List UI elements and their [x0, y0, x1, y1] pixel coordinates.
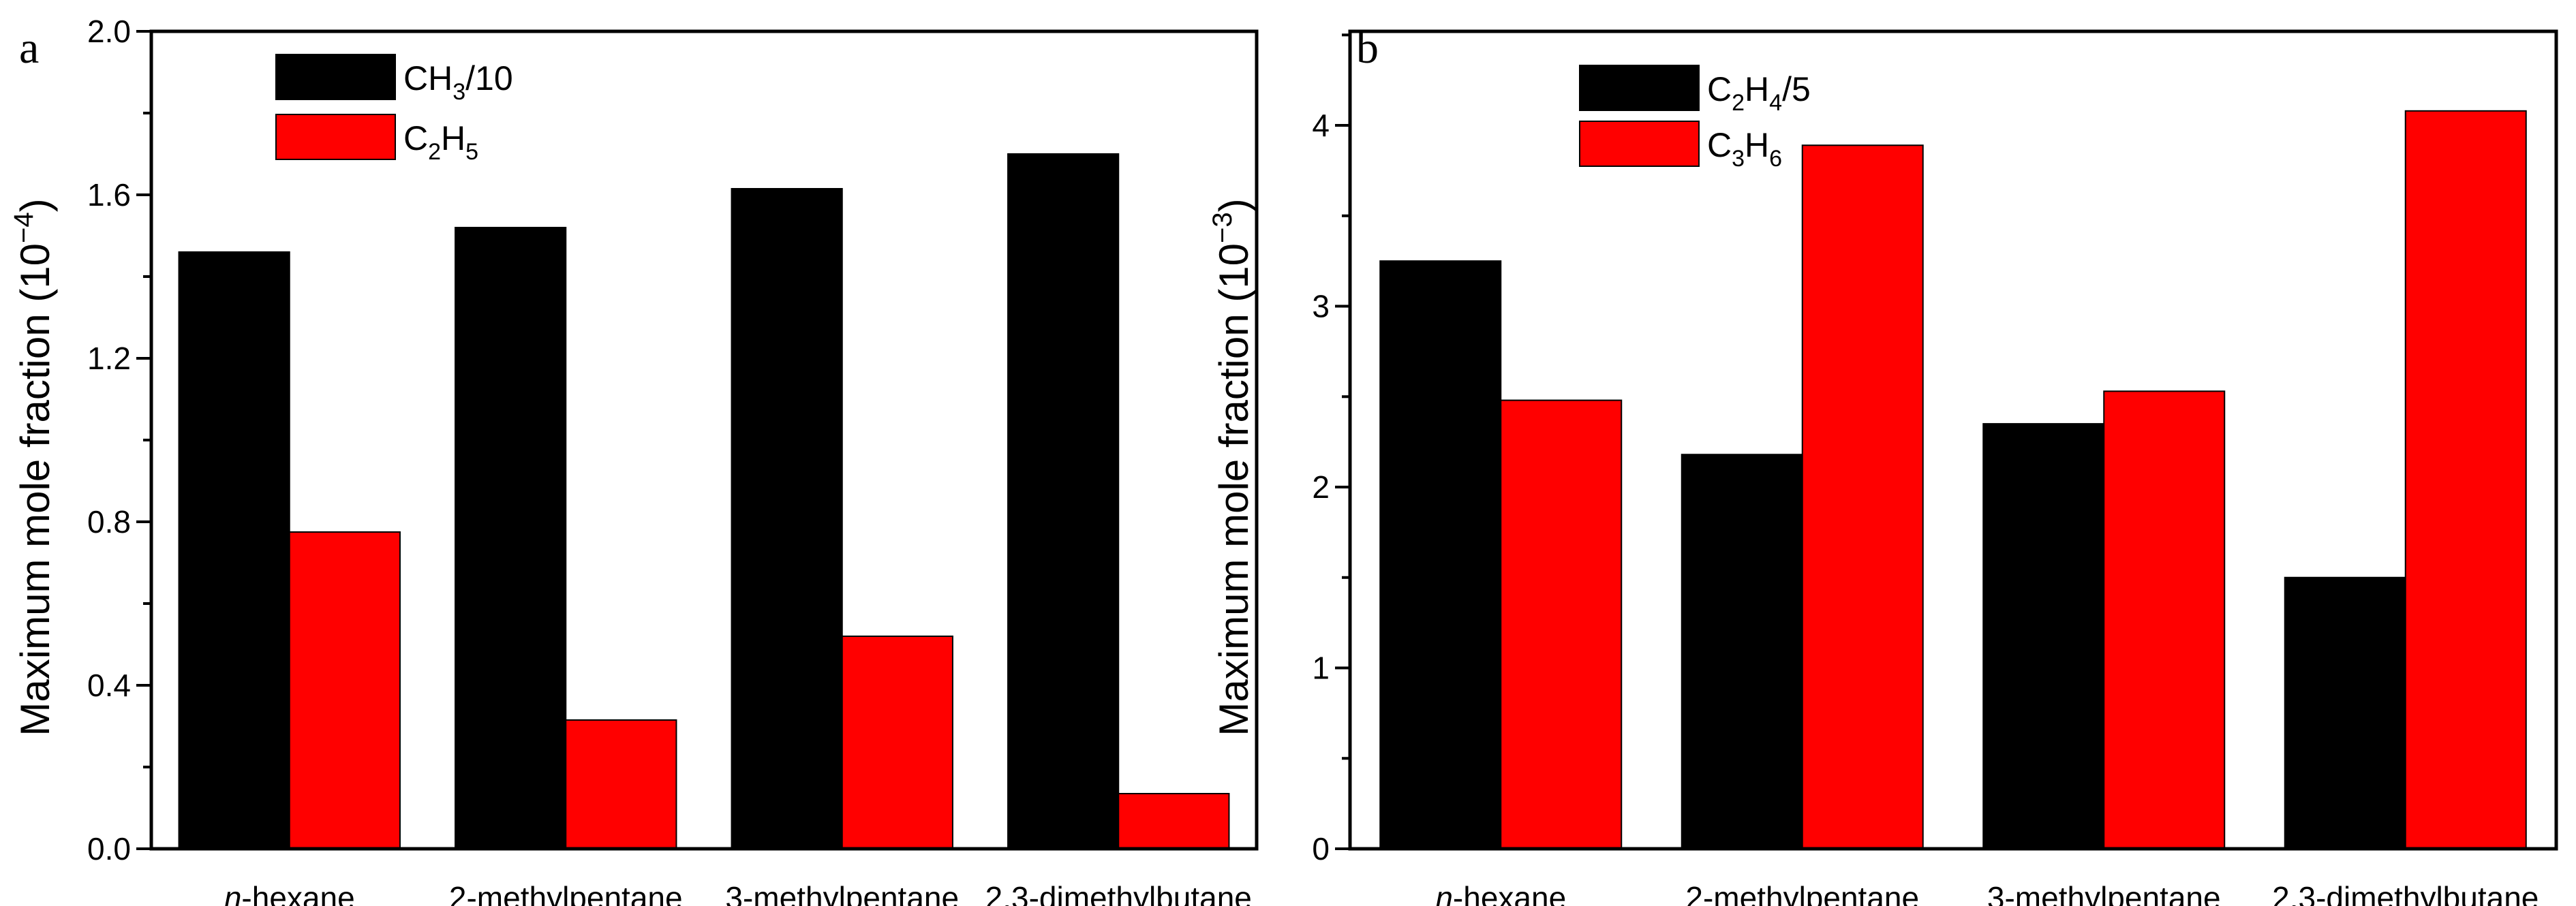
bar-1-1 [455, 227, 567, 849]
y-tick-label: 4 [1312, 108, 1330, 143]
bar-1-0 [178, 251, 290, 849]
x-tick-label: n-hexane [224, 880, 355, 906]
legend-label-part: 4 [1769, 90, 1782, 116]
legend-label-part: H [1745, 70, 1769, 108]
panel-label: a [19, 23, 39, 73]
x-tick-label: 2,3-dimethylbutane [2272, 880, 2539, 906]
x-tick-label-italic: n [1435, 880, 1453, 906]
x-tick-label: 2,3-dimethylbutane [985, 880, 1252, 906]
legend-label-1: CH3/10 [403, 59, 513, 105]
y-axis-title-main: Maximum mole fraction (10 [1211, 243, 1257, 736]
y-axis-title-main: Maximum mole fraction (10 [12, 243, 58, 736]
legend-label-part: 3 [453, 79, 465, 105]
chart-panel-b: 0 1 2 3 4 n-hexane 2-methylpentane 3-methylpent… [1208, 23, 2558, 906]
y-tick-label: 2 [1312, 469, 1330, 505]
y-axis-title: Maximum mole fraction (10−3) [1208, 198, 1257, 736]
x-tick-label: 3-methylpentane [725, 880, 959, 906]
y-axis-title-exponent: −4 [9, 212, 39, 243]
chart-panel-a: 0.0 0.4 0.8 1.2 1.6 2.0 n-hexane 2-methylpentan… [9, 14, 1259, 906]
y-tick-label: 2.0 [87, 14, 131, 49]
legend-label-1: C2H4/5 [1707, 70, 1811, 116]
legend-label-part: /10 [465, 59, 513, 97]
y-tick-label: 1.2 [87, 341, 131, 376]
bar-2-1 [1801, 144, 1924, 850]
bar-1-1 [1681, 454, 1803, 849]
bar-2-3 [2404, 110, 2527, 849]
legend-label-part: /5 [1782, 70, 1811, 108]
legend-swatch-1 [1579, 65, 1700, 111]
legend-label-part: C [1707, 126, 1732, 164]
y-tick-label: 0 [1312, 831, 1330, 866]
legend-label-part: 2 [1732, 90, 1745, 116]
legend-label-part: CH [403, 59, 453, 97]
legend-label-2: C2H5 [403, 119, 478, 165]
x-tick-label-rest: -hexane [241, 880, 354, 906]
legend-label-part: C [1707, 70, 1732, 108]
bar-1-2 [731, 188, 843, 849]
y-tick-label: 1 [1312, 651, 1330, 686]
y-axis-title-end: ) [1211, 198, 1257, 212]
bar-2-2 [841, 636, 953, 849]
bar-1-3 [1007, 153, 1120, 849]
y-tick-label: 0.4 [87, 668, 131, 703]
legend-swatch-1 [275, 54, 396, 100]
legend-label-part: C [403, 119, 428, 157]
legend-swatch-2 [275, 114, 396, 160]
x-tick-label: 2-methylpentane [449, 880, 683, 906]
bar-2-1 [565, 719, 677, 849]
y-tick-label: 0.0 [87, 831, 131, 866]
x-tick-label: 2-methylpentane [1685, 880, 1919, 906]
bar-2-0 [1500, 399, 1623, 849]
bar-2-3 [1118, 793, 1230, 849]
x-tick-label-italic: n [224, 880, 242, 906]
bar-2-0 [288, 531, 401, 849]
y-axis-title-exponent: −3 [1208, 212, 1238, 243]
bar-1-2 [1982, 423, 2105, 849]
axes-frame [1348, 29, 2558, 851]
y-tick-label: 0.8 [87, 504, 131, 540]
y-tick-label: 3 [1312, 289, 1330, 324]
y-axis-title-end: ) [12, 198, 58, 212]
y-axis-title: Maximum mole fraction (10−4) [9, 198, 58, 736]
y-tick-label: 1.6 [87, 177, 131, 213]
bar-2-2 [2103, 390, 2226, 849]
legend-swatch-2 [1579, 121, 1700, 167]
panel-label: b [1356, 23, 1379, 73]
bar-1-3 [2284, 576, 2406, 849]
legend-label-part: H [1745, 126, 1769, 164]
legend-label-part: 5 [465, 139, 478, 165]
legend-label-part: 6 [1769, 146, 1782, 172]
x-tick-label: 3-methylpentane [1987, 880, 2221, 906]
legend-label-2: C3H6 [1707, 126, 1782, 172]
legend-label-part: 3 [1732, 146, 1745, 172]
legend-label-part: 2 [428, 139, 441, 165]
bar-1-0 [1379, 260, 1502, 849]
x-tick-label: n-hexane [1435, 880, 1566, 906]
legend-label-part: H [441, 119, 465, 157]
x-tick-label-rest: -hexane [1453, 880, 1566, 906]
